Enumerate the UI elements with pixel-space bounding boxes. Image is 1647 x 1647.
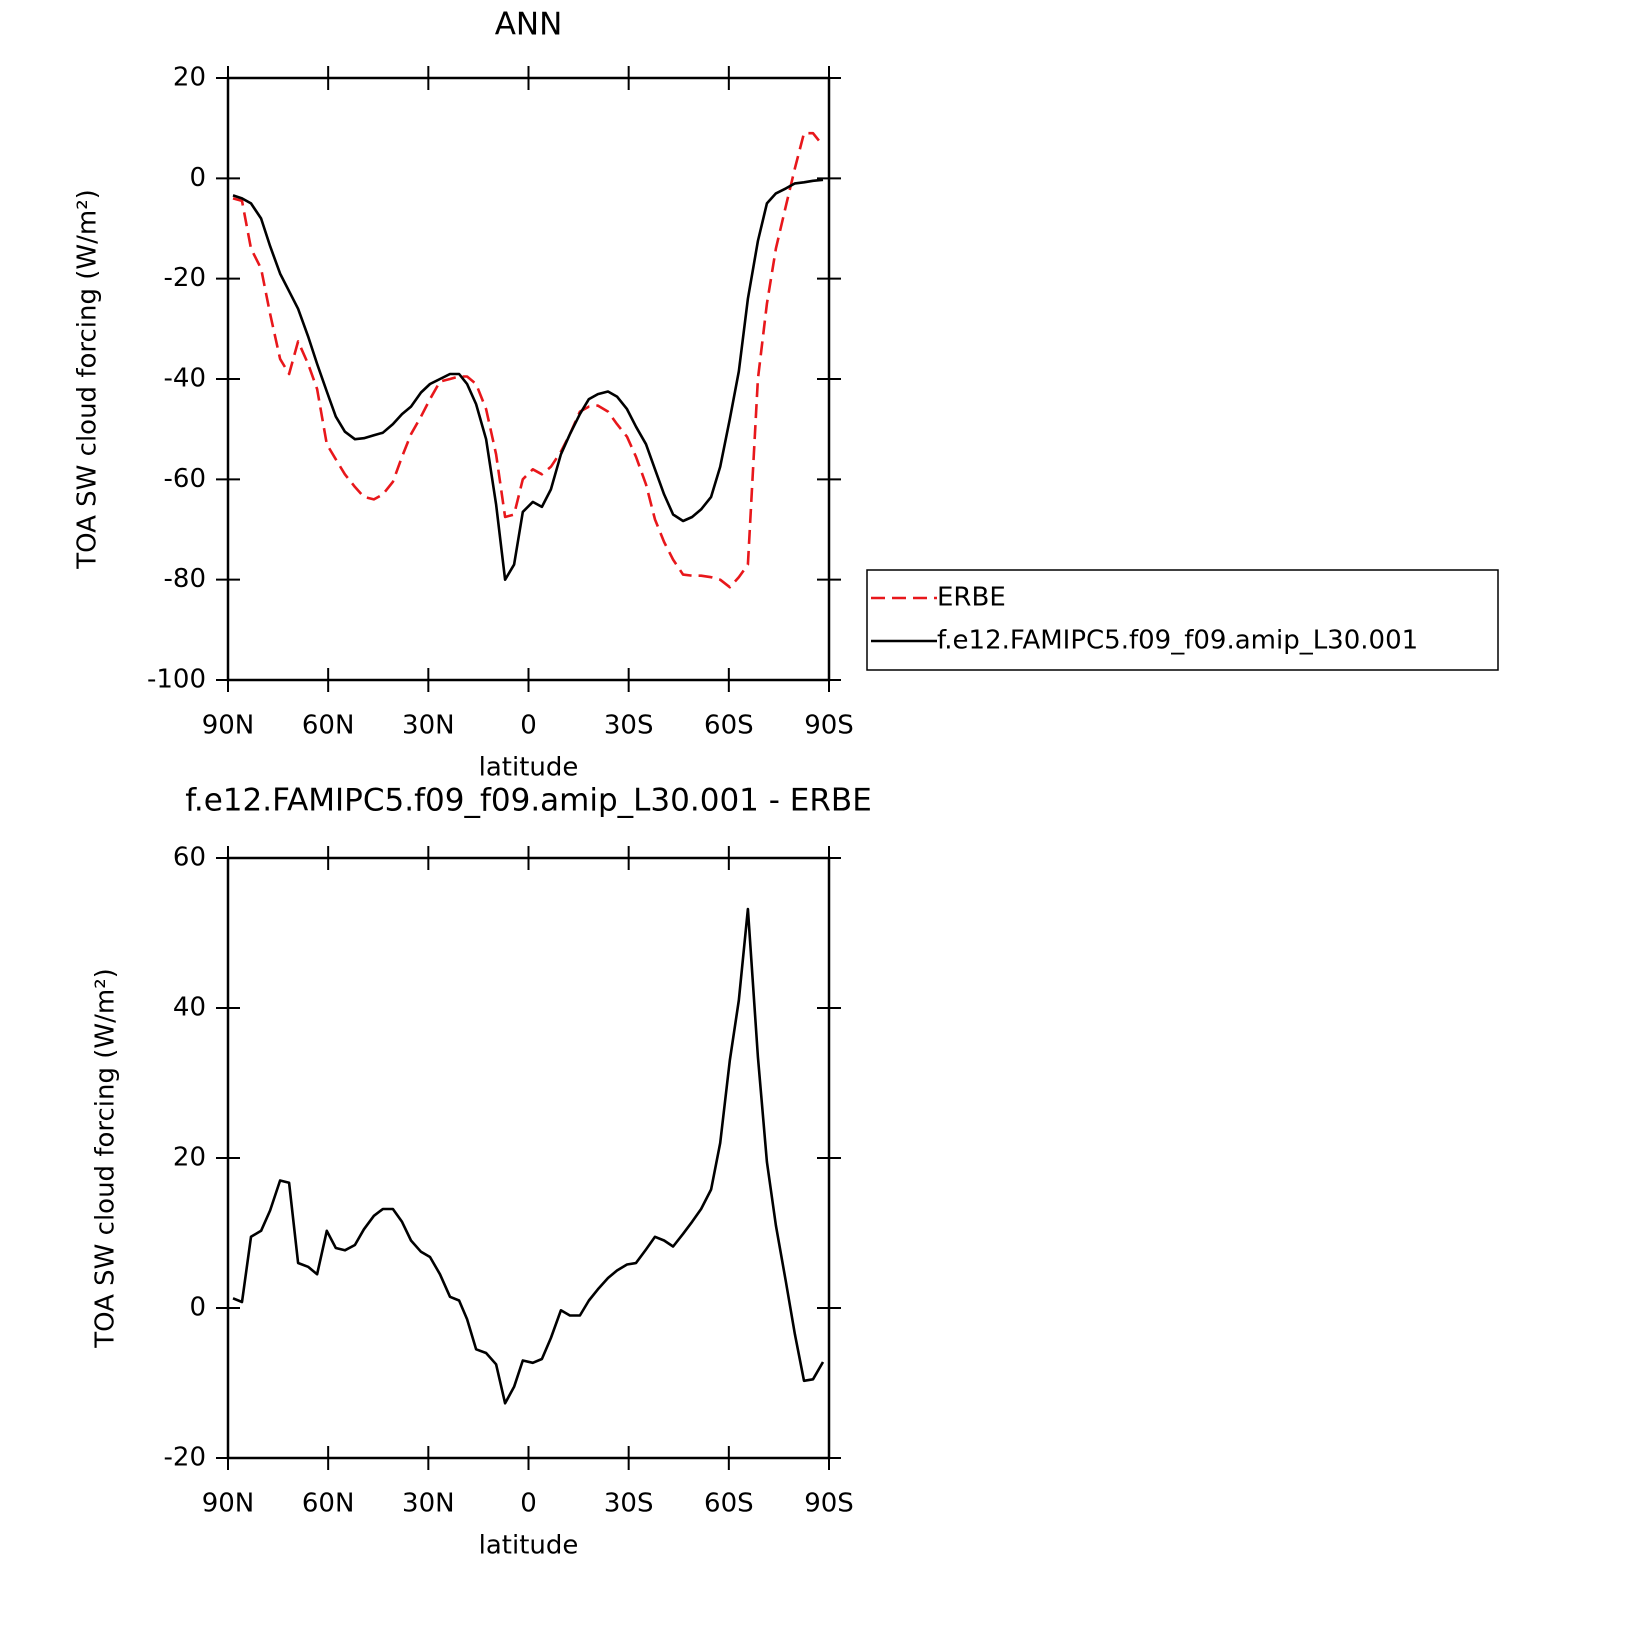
x-axis-label: latitude [479, 753, 579, 783]
legend: ERBE f.e12.FAMIPC5.f09_f09.amip_L30.001 [866, 569, 1499, 671]
x-tick-label: 30S [604, 1489, 654, 1519]
x-tick-label: 90N [202, 1489, 255, 1519]
chart-title: f.e12.FAMIPC5.f09_f09.amip_L30.001 - ERB… [185, 783, 872, 819]
plot: ANN -100 -80 -60 -40 -20 0 20 90N 60N 30N 0 30S 60S 90… [73, 7, 1499, 783]
x-tick-label: 90S [804, 711, 854, 741]
y-axis-label: TOA SW cloud forcing (W/m²) [91, 968, 121, 1349]
plot: f.e12.FAMIPC5.f09_f09.amip_L30.001 - ERB… [91, 783, 872, 1561]
x-tick-label: 0 [520, 1489, 537, 1519]
y-tick-label: 20 [173, 1143, 206, 1173]
x-tick-label: 0 [520, 711, 537, 741]
y-tick-label: -60 [164, 464, 206, 494]
x-tick-label: 30N [402, 1489, 455, 1519]
data-line [232, 907, 825, 1405]
y-tick-label: -100 [147, 665, 206, 695]
legend-label: ERBE [937, 583, 1006, 613]
data-line [232, 178, 824, 581]
data-line [232, 131, 825, 589]
y-tick-label: -20 [164, 263, 206, 293]
y-tick-label: 0 [189, 1293, 206, 1323]
y-tick-label: 60 [173, 843, 206, 873]
y-tick-label: -80 [164, 564, 206, 594]
legend-box [866, 569, 1499, 671]
y-tick-label: -40 [164, 364, 206, 394]
x-tick-label: 90N [202, 711, 255, 741]
legend-label: f.e12.FAMIPC5.f09_f09.amip_L30.001 [937, 626, 1418, 656]
x-tick-label: 30N [402, 711, 455, 741]
x-tick-label: 30S [604, 711, 654, 741]
plot-frame [226, 76, 831, 682]
x-tick-label: 60N [302, 1489, 355, 1519]
y-tick-label: 0 [189, 163, 206, 193]
x-tick-label: 60N [302, 711, 355, 741]
chart-title: ANN [495, 7, 563, 43]
x-tick-label: 60S [704, 1489, 754, 1519]
x-tick-label: 60S [704, 711, 754, 741]
x-axis-label: latitude [479, 1531, 579, 1561]
y-tick-label: 20 [173, 63, 206, 93]
y-tick-label: 40 [173, 993, 206, 1023]
y-axis-label: TOA SW cloud forcing (W/m²) [73, 189, 103, 570]
plot-frame [226, 856, 831, 1460]
y-tick-label: -20 [164, 1443, 206, 1473]
x-tick-label: 90S [804, 1489, 854, 1519]
